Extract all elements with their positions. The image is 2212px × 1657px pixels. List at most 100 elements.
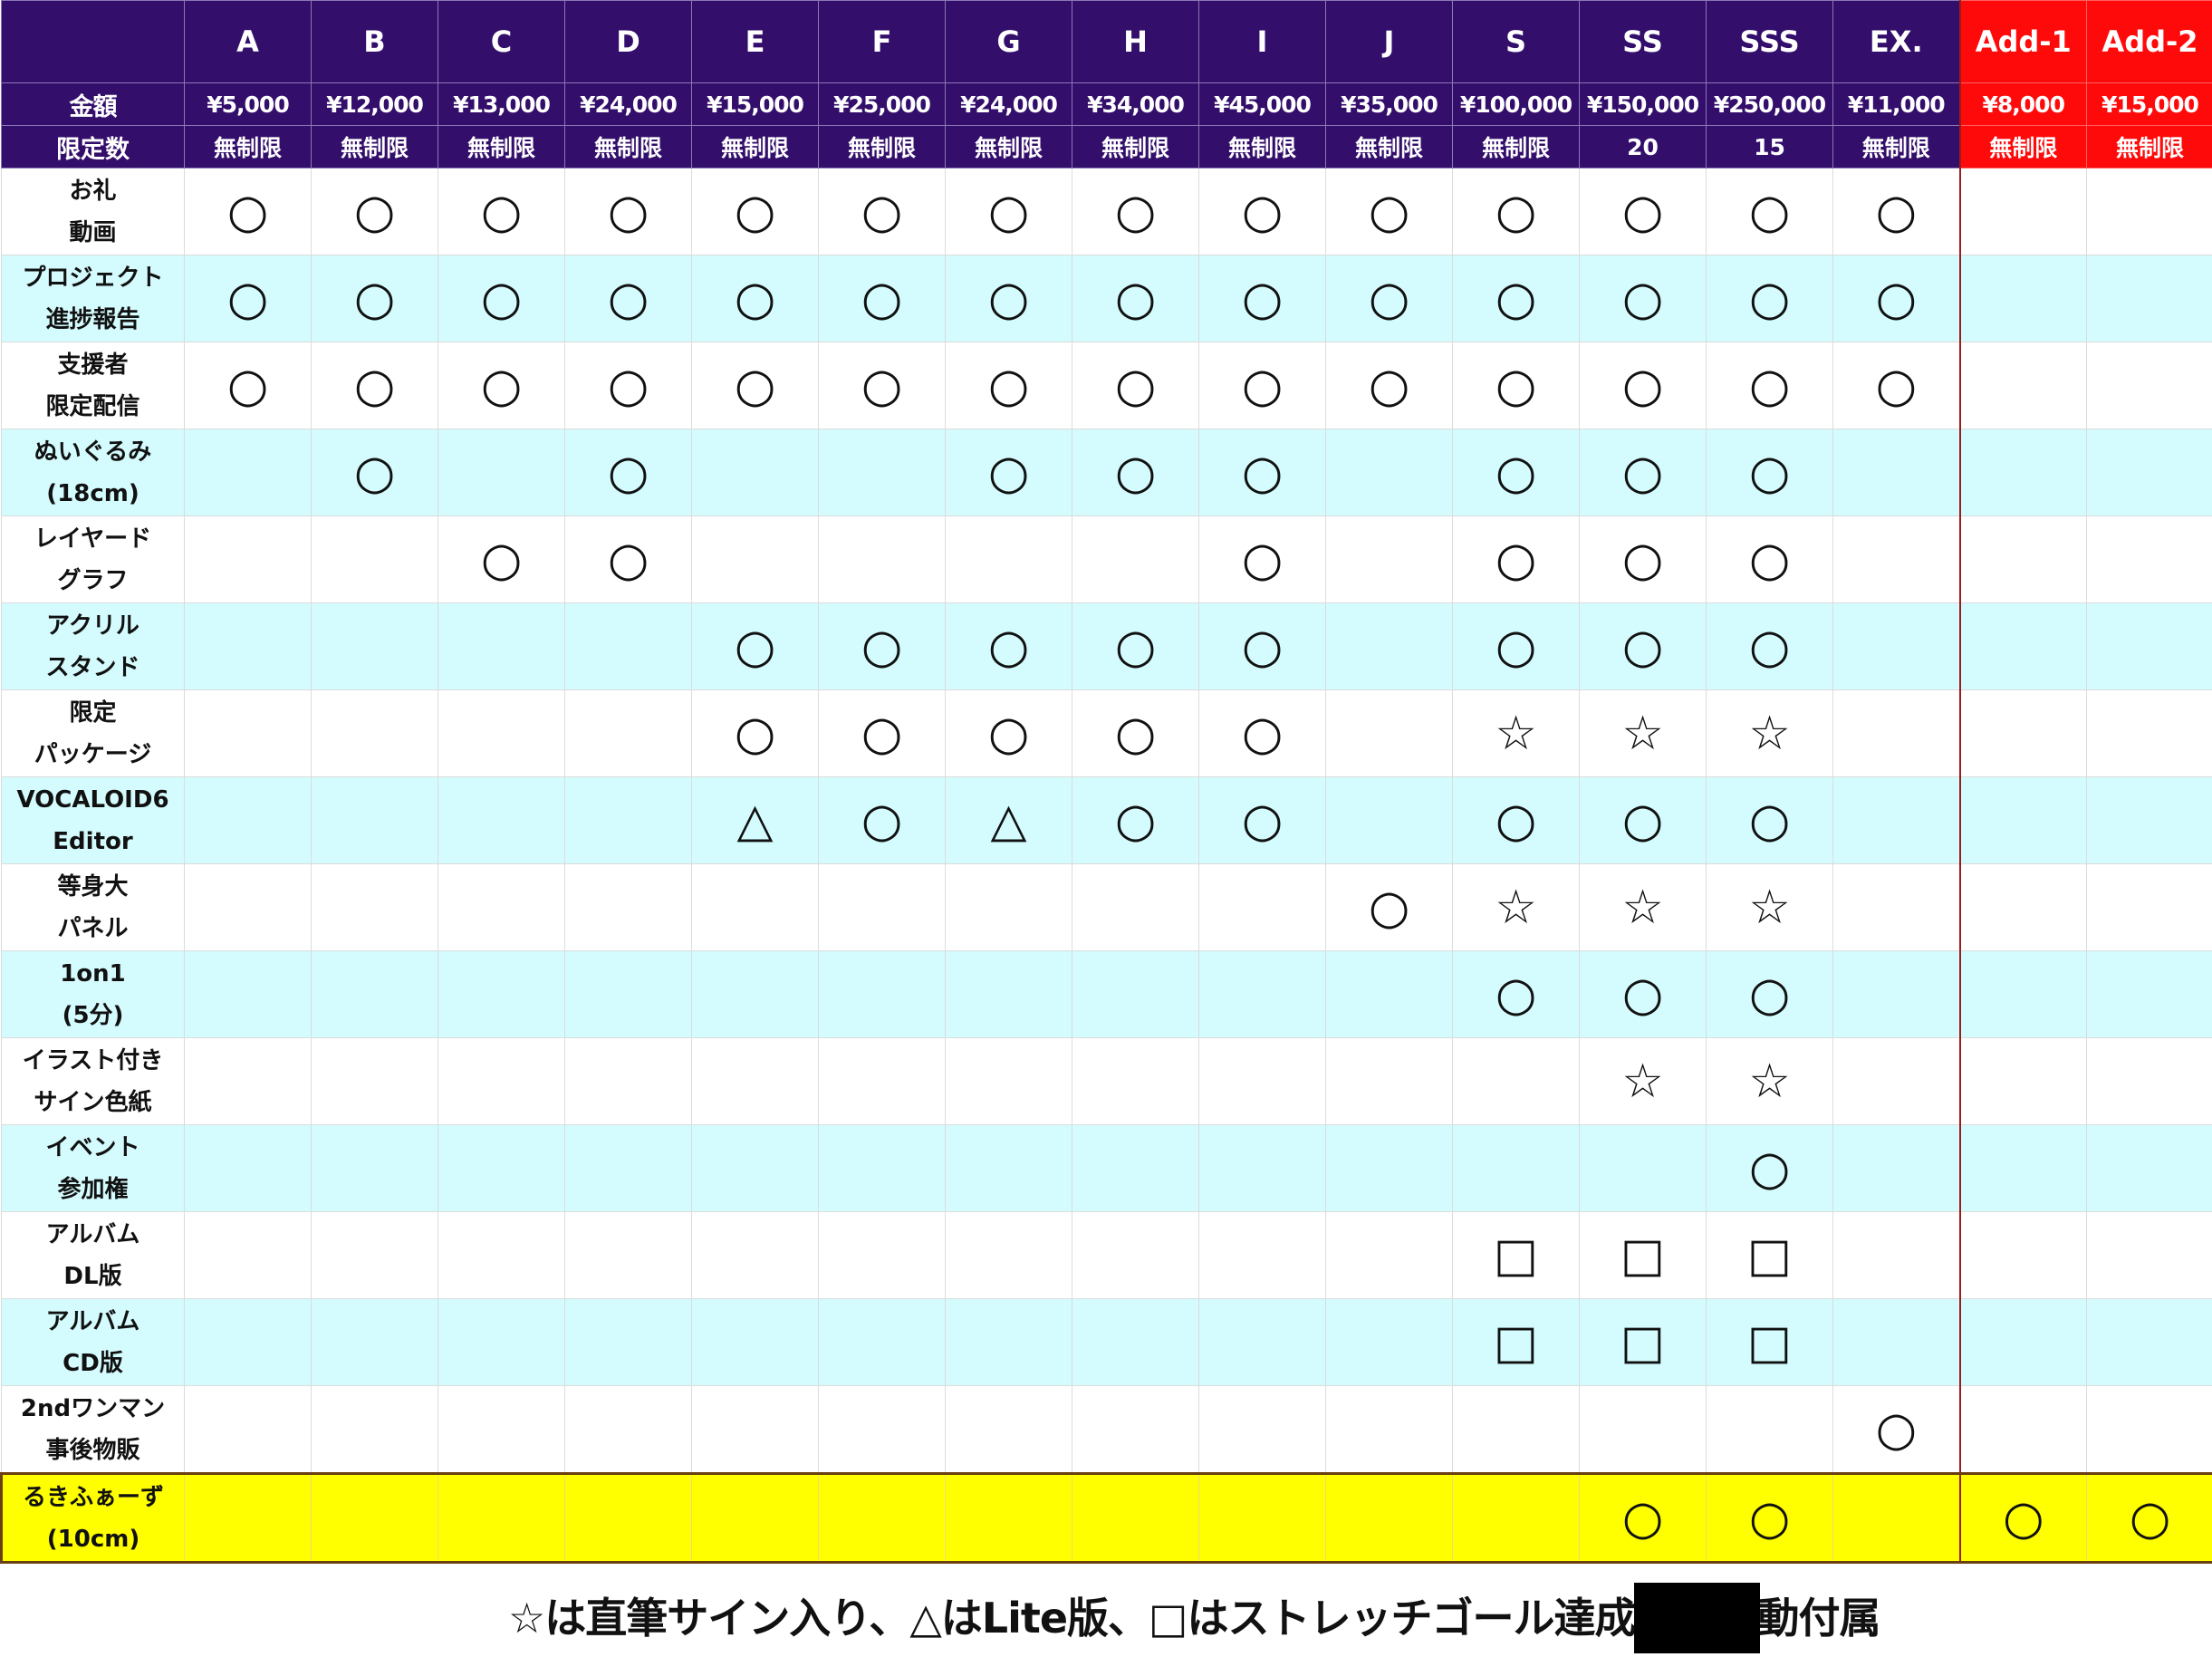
circle-mark: ○: [819, 255, 946, 342]
empty-cell: [1960, 777, 2087, 864]
circle-mark: ○: [1707, 169, 1833, 255]
row-label-line: パネル: [2, 908, 184, 949]
row-label-line: イラスト付き: [2, 1040, 184, 1082]
empty-cell: [1326, 1125, 1453, 1212]
table-row: お礼動画○○○○○○○○○○○○○○: [2, 169, 2212, 255]
empty-cell: [946, 1474, 1072, 1563]
tier-header-d: D: [565, 1, 692, 83]
empty-cell: [185, 516, 312, 603]
limit-cell-a: 無制限: [185, 126, 312, 169]
empty-cell: [1960, 429, 2087, 516]
empty-cell: [185, 1386, 312, 1474]
circle-mark: ○: [1580, 429, 1707, 516]
empty-cell: [2087, 951, 2212, 1038]
tier-header-j: J: [1326, 1, 1453, 83]
empty-cell: [1833, 1299, 1960, 1386]
empty-cell: [1960, 951, 2087, 1038]
empty-cell: [312, 777, 438, 864]
limit-cell-sss: 15: [1707, 126, 1833, 169]
circle-mark: ○: [1707, 429, 1833, 516]
price-cell-i: ¥45,000: [1199, 83, 1326, 126]
tier-header-c: C: [438, 1, 565, 83]
empty-cell: [1326, 1038, 1453, 1125]
circle-mark: ○: [185, 169, 312, 255]
circle-mark: ○: [692, 603, 819, 690]
tier-header-add-1: Add-1: [1960, 1, 2087, 83]
empty-cell: [1072, 1386, 1199, 1474]
circle-mark: ○: [1833, 342, 1960, 429]
circle-mark: ○: [1580, 169, 1707, 255]
table-row: るきふぁーず(10cm)○○○○: [2, 1474, 2212, 1563]
empty-cell: [1326, 1299, 1453, 1386]
empty-cell: [438, 1299, 565, 1386]
row-label-line: サイン色紙: [2, 1082, 184, 1123]
empty-cell: [438, 1038, 565, 1125]
empty-cell: [819, 1038, 946, 1125]
row-label-line: 限定: [2, 692, 184, 734]
empty-cell: [2087, 169, 2212, 255]
circle-mark: ○: [1707, 1125, 1833, 1212]
circle-mark: ○: [819, 342, 946, 429]
row-label-line: 1on1: [2, 953, 184, 995]
circle-mark: ○: [565, 169, 692, 255]
circle-mark: ○: [438, 342, 565, 429]
circle-mark: ○: [1072, 169, 1199, 255]
square-mark: □: [1707, 1299, 1833, 1386]
empty-cell: [312, 1125, 438, 1212]
empty-cell: [185, 1299, 312, 1386]
empty-cell: [312, 1212, 438, 1299]
circle-mark: ○: [2087, 1474, 2212, 1563]
empty-cell: [1326, 1386, 1453, 1474]
empty-cell: [1960, 603, 2087, 690]
empty-cell: [438, 951, 565, 1038]
circle-mark: ○: [1453, 429, 1580, 516]
row-label-line: パッケージ: [2, 734, 184, 776]
empty-cell: [692, 1212, 819, 1299]
empty-cell: [946, 864, 1072, 951]
row-label-line: DL版: [2, 1256, 184, 1297]
circle-mark: ○: [312, 169, 438, 255]
tier-header-b: B: [312, 1, 438, 83]
row-label-line: 参加権: [2, 1169, 184, 1210]
empty-cell: [1453, 1125, 1580, 1212]
empty-cell: [438, 1474, 565, 1563]
empty-cell: [1072, 1474, 1199, 1563]
empty-cell: [438, 1386, 565, 1474]
empty-cell: [1960, 342, 2087, 429]
empty-cell: [185, 951, 312, 1038]
circle-mark: ○: [1707, 342, 1833, 429]
empty-cell: [1326, 1212, 1453, 1299]
circle-mark: ○: [565, 255, 692, 342]
empty-cell: [565, 690, 692, 777]
empty-cell: [1453, 1038, 1580, 1125]
empty-cell: [2087, 516, 2212, 603]
empty-cell: [565, 1299, 692, 1386]
price-cell-s: ¥100,000: [1453, 83, 1580, 126]
empty-cell: [2087, 1212, 2212, 1299]
empty-cell: [565, 603, 692, 690]
empty-cell: [946, 951, 1072, 1038]
tier-header-ex: EX.: [1833, 1, 1960, 83]
circle-mark: ○: [946, 429, 1072, 516]
empty-cell: [946, 1386, 1072, 1474]
price-cell-c: ¥13,000: [438, 83, 565, 126]
empty-cell: [1199, 1299, 1326, 1386]
circle-mark: ○: [1707, 516, 1833, 603]
circle-mark: ○: [1707, 1474, 1833, 1563]
circle-mark: ○: [1580, 951, 1707, 1038]
tier-header-i: I: [1199, 1, 1326, 83]
empty-cell: [438, 603, 565, 690]
empty-cell: [819, 864, 946, 951]
empty-cell: [1326, 603, 1453, 690]
empty-cell: [819, 429, 946, 516]
circle-mark: ○: [1072, 429, 1199, 516]
tier-header-ss: SS: [1580, 1, 1707, 83]
empty-cell: [819, 1299, 946, 1386]
empty-cell: [565, 864, 692, 951]
triangle-mark: △: [946, 777, 1072, 864]
empty-cell: [2087, 1038, 2212, 1125]
limit-cell-g: 無制限: [946, 126, 1072, 169]
